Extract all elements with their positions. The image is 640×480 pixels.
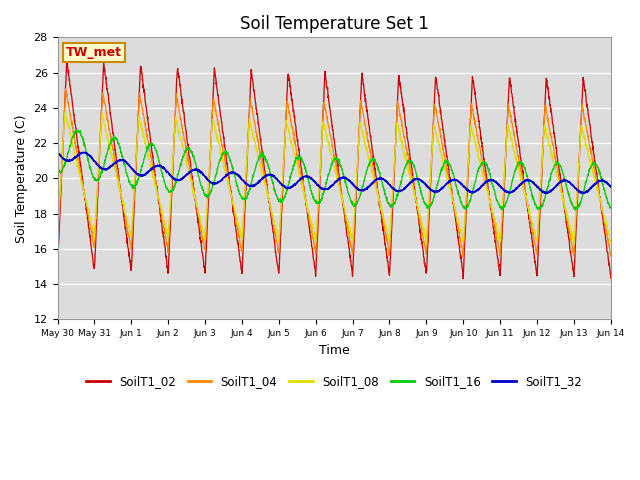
SoilT1_16 — [558, 168, 566, 173]
SoilT1_32 — [495, 182, 502, 188]
SoilT1_16 — [362, 169, 370, 175]
SoilT1_02 — [54, 264, 61, 270]
SoilT1_04 — [559, 192, 566, 198]
SoilT1_08 — [558, 192, 566, 198]
SoilT1_02 — [495, 268, 503, 274]
SoilT1_16 — [574, 205, 582, 211]
SoilT1_02 — [63, 55, 70, 60]
SoilT1_04 — [62, 86, 70, 92]
SoilT1_32 — [573, 187, 581, 193]
SoilT1_16 — [607, 205, 614, 211]
SoilT1_04 — [607, 253, 614, 259]
SoilT1_32 — [54, 149, 61, 155]
Legend: SoilT1_02, SoilT1_04, SoilT1_08, SoilT1_16, SoilT1_32: SoilT1_02, SoilT1_04, SoilT1_08, SoilT1_… — [81, 370, 587, 393]
SoilT1_32 — [607, 184, 614, 190]
SoilT1_32 — [350, 182, 358, 188]
Line: SoilT1_32: SoilT1_32 — [58, 152, 611, 193]
SoilT1_32 — [208, 180, 216, 186]
SoilT1_08 — [351, 212, 358, 217]
SoilT1_02 — [559, 188, 566, 194]
SoilT1_02 — [362, 105, 370, 111]
SoilT1_16 — [54, 168, 61, 173]
SoilT1_32 — [362, 186, 370, 192]
SoilT1_08 — [574, 180, 582, 186]
Line: SoilT1_08: SoilT1_08 — [58, 113, 611, 244]
SoilT1_08 — [208, 122, 216, 128]
SoilT1_04 — [208, 114, 216, 120]
SoilT1_02 — [607, 275, 614, 281]
Title: Soil Temperature Set 1: Soil Temperature Set 1 — [240, 15, 429, 33]
SoilT1_16 — [72, 127, 80, 133]
SoilT1_08 — [61, 110, 68, 116]
SoilT1_16 — [208, 185, 216, 191]
SoilT1_16 — [351, 203, 358, 209]
SoilT1_04 — [351, 219, 358, 225]
SoilT1_04 — [574, 183, 582, 189]
Line: SoilT1_04: SoilT1_04 — [58, 89, 611, 257]
Line: SoilT1_16: SoilT1_16 — [58, 130, 611, 210]
SoilT1_04 — [54, 245, 61, 251]
SoilT1_32 — [579, 191, 586, 196]
Line: SoilT1_02: SoilT1_02 — [58, 58, 611, 279]
SoilT1_08 — [362, 147, 370, 153]
SoilT1_04 — [495, 250, 503, 256]
SoilT1_02 — [574, 190, 582, 195]
SoilT1_32 — [558, 179, 566, 185]
SoilT1_02 — [208, 115, 216, 120]
SoilT1_02 — [351, 233, 358, 239]
SoilT1_08 — [607, 238, 614, 243]
SoilT1_16 — [495, 203, 503, 208]
SoilT1_02 — [460, 276, 467, 282]
Text: TW_met: TW_met — [66, 46, 122, 59]
Y-axis label: Soil Temperature (C): Soil Temperature (C) — [15, 114, 28, 242]
SoilT1_04 — [362, 130, 370, 135]
SoilT1_16 — [571, 207, 579, 213]
SoilT1_04 — [460, 254, 467, 260]
X-axis label: Time: Time — [319, 344, 349, 357]
SoilT1_08 — [54, 231, 61, 237]
SoilT1_08 — [495, 236, 503, 241]
SoilT1_08 — [570, 241, 578, 247]
